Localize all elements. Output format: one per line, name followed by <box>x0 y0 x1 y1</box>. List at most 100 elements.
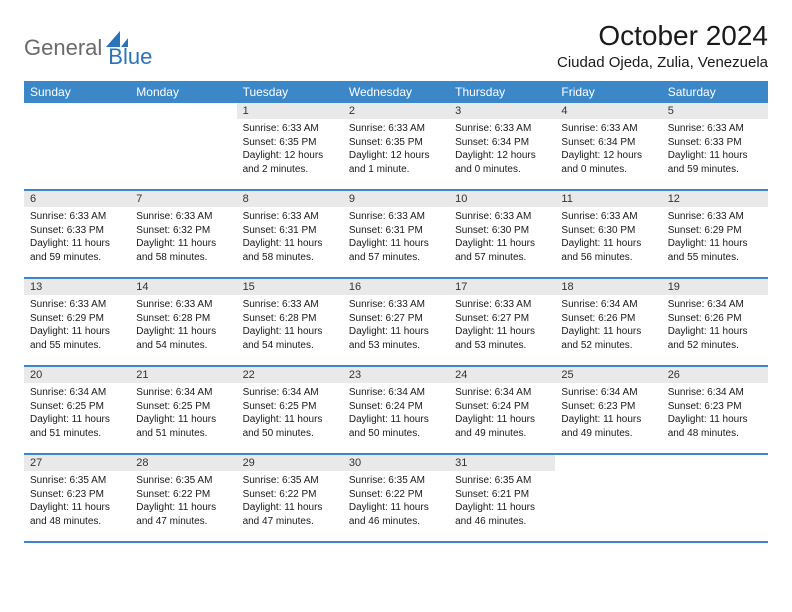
month-title: October 2024 <box>557 20 768 52</box>
day-body: Sunrise: 6:34 AMSunset: 6:25 PMDaylight:… <box>130 383 236 446</box>
day-cell: 20Sunrise: 6:34 AMSunset: 6:25 PMDayligh… <box>24 367 130 453</box>
sunrise-text: Sunrise: 6:34 AM <box>349 386 443 400</box>
day-number: 16 <box>343 279 449 295</box>
day-body: Sunrise: 6:34 AMSunset: 6:25 PMDaylight:… <box>237 383 343 446</box>
day-body: Sunrise: 6:33 AMSunset: 6:29 PMDaylight:… <box>662 207 768 270</box>
sunrise-text: Sunrise: 6:34 AM <box>561 298 655 312</box>
daylight-text: Daylight: 12 hours and 1 minute. <box>349 149 443 176</box>
day-number: 2 <box>343 103 449 119</box>
sunrise-text: Sunrise: 6:34 AM <box>668 386 762 400</box>
day-number: 23 <box>343 367 449 383</box>
daylight-text: Daylight: 11 hours and 47 minutes. <box>136 501 230 528</box>
sunrise-text: Sunrise: 6:34 AM <box>455 386 549 400</box>
day-number: 8 <box>237 191 343 207</box>
sunset-text: Sunset: 6:22 PM <box>136 488 230 502</box>
calendar: Sunday Monday Tuesday Wednesday Thursday… <box>24 81 768 543</box>
day-number: 3 <box>449 103 555 119</box>
day-cell: 9Sunrise: 6:33 AMSunset: 6:31 PMDaylight… <box>343 191 449 277</box>
sunset-text: Sunset: 6:35 PM <box>349 136 443 150</box>
sunset-text: Sunset: 6:29 PM <box>30 312 124 326</box>
sunset-text: Sunset: 6:34 PM <box>455 136 549 150</box>
sunrise-text: Sunrise: 6:33 AM <box>455 210 549 224</box>
sunrise-text: Sunrise: 6:33 AM <box>243 210 337 224</box>
day-body: Sunrise: 6:34 AMSunset: 6:24 PMDaylight:… <box>449 383 555 446</box>
sunrise-text: Sunrise: 6:33 AM <box>136 210 230 224</box>
day-number: 15 <box>237 279 343 295</box>
day-body: Sunrise: 6:33 AMSunset: 6:35 PMDaylight:… <box>237 119 343 182</box>
daylight-text: Daylight: 11 hours and 59 minutes. <box>668 149 762 176</box>
sunset-text: Sunset: 6:35 PM <box>243 136 337 150</box>
daylight-text: Daylight: 11 hours and 59 minutes. <box>30 237 124 264</box>
day-cell: 11Sunrise: 6:33 AMSunset: 6:30 PMDayligh… <box>555 191 661 277</box>
week-row: 20Sunrise: 6:34 AMSunset: 6:25 PMDayligh… <box>24 367 768 455</box>
day-cell: 21Sunrise: 6:34 AMSunset: 6:25 PMDayligh… <box>130 367 236 453</box>
day-number: 6 <box>24 191 130 207</box>
day-headers-row: Sunday Monday Tuesday Wednesday Thursday… <box>24 81 768 103</box>
sunrise-text: Sunrise: 6:35 AM <box>30 474 124 488</box>
day-cell: 17Sunrise: 6:33 AMSunset: 6:27 PMDayligh… <box>449 279 555 365</box>
day-cell: 10 Sunrise: 6:33 AMSunset: 6:30 PMDayligh… <box>449 191 555 277</box>
sunset-text: Sunset: 6:26 PM <box>561 312 655 326</box>
daylight-text: Daylight: 11 hours and 50 minutes. <box>243 413 337 440</box>
sunset-text: Sunset: 6:21 PM <box>455 488 549 502</box>
daylight-text: Daylight: 11 hours and 49 minutes. <box>455 413 549 440</box>
day-body: Sunrise: 6:33 AMSunset: 6:29 PMDaylight:… <box>24 295 130 358</box>
sunset-text: Sunset: 6:30 PM <box>455 224 549 238</box>
header: General Blue October 2024 Ciudad Ojeda, … <box>24 20 768 71</box>
day-cell: 26Sunrise: 6:34 AMSunset: 6:23 PMDayligh… <box>662 367 768 453</box>
day-cell: 27Sunrise: 6:35 AMSunset: 6:23 PMDayligh… <box>24 455 130 541</box>
sunrise-text: Sunrise: 6:33 AM <box>30 298 124 312</box>
day-cell: 2Sunrise: 6:33 AMSunset: 6:35 PMDaylight… <box>343 103 449 189</box>
sunrise-text: Sunrise: 6:33 AM <box>30 210 124 224</box>
day-cell <box>555 455 661 541</box>
day-body: Sunrise: 6:34 AMSunset: 6:25 PMDaylight:… <box>24 383 130 446</box>
daylight-text: Daylight: 12 hours and 0 minutes. <box>561 149 655 176</box>
day-body: Sunrise: 6:33 AMSunset: 6:33 PMDaylight:… <box>662 119 768 182</box>
day-cell: 7Sunrise: 6:33 AMSunset: 6:32 PMDaylight… <box>130 191 236 277</box>
day-number: 12 <box>662 191 768 207</box>
sunset-text: Sunset: 6:29 PM <box>668 224 762 238</box>
sunrise-text: Sunrise: 6:34 AM <box>30 386 124 400</box>
day-cell: 16Sunrise: 6:33 AMSunset: 6:27 PMDayligh… <box>343 279 449 365</box>
day-cell: 30Sunrise: 6:35 AMSunset: 6:22 PMDayligh… <box>343 455 449 541</box>
day-cell: 19Sunrise: 6:34 AMSunset: 6:26 PMDayligh… <box>662 279 768 365</box>
day-body: Sunrise: 6:34 AMSunset: 6:23 PMDaylight:… <box>555 383 661 446</box>
day-cell: 31Sunrise: 6:35 AMSunset: 6:21 PMDayligh… <box>449 455 555 541</box>
day-body: Sunrise: 6:35 AMSunset: 6:22 PMDaylight:… <box>343 471 449 534</box>
day-body: Sunrise: 6:33 AMSunset: 6:27 PMDaylight:… <box>449 295 555 358</box>
sunrise-text: Sunrise: 6:33 AM <box>349 122 443 136</box>
sunrise-text: Sunrise: 6:33 AM <box>561 210 655 224</box>
day-body: Sunrise: 6:33 AMSunset: 6:34 PMDaylight:… <box>555 119 661 182</box>
day-number: 20 <box>24 367 130 383</box>
day-number: 22 <box>237 367 343 383</box>
day-number: 13 <box>24 279 130 295</box>
sunset-text: Sunset: 6:28 PM <box>136 312 230 326</box>
weeks-container: 1Sunrise: 6:33 AMSunset: 6:35 PMDaylight… <box>24 103 768 543</box>
sunset-text: Sunset: 6:31 PM <box>349 224 443 238</box>
day-number: 10 <box>449 191 555 207</box>
day-body: Sunrise: 6:34 AMSunset: 6:24 PMDaylight:… <box>343 383 449 446</box>
sunrise-text: Sunrise: 6:33 AM <box>561 122 655 136</box>
day-cell: 28Sunrise: 6:35 AMSunset: 6:22 PMDayligh… <box>130 455 236 541</box>
sunrise-text: Sunrise: 6:34 AM <box>136 386 230 400</box>
sunset-text: Sunset: 6:31 PM <box>243 224 337 238</box>
day-body: Sunrise: 6:33 AMSunset: 6:35 PMDaylight:… <box>343 119 449 182</box>
daylight-text: Daylight: 11 hours and 54 minutes. <box>136 325 230 352</box>
sunset-text: Sunset: 6:25 PM <box>136 400 230 414</box>
day-cell <box>24 103 130 189</box>
day-header: Thursday <box>449 81 555 103</box>
sunrise-text: Sunrise: 6:33 AM <box>136 298 230 312</box>
day-cell: 18Sunrise: 6:34 AMSunset: 6:26 PMDayligh… <box>555 279 661 365</box>
day-number: 19 <box>662 279 768 295</box>
sunset-text: Sunset: 6:30 PM <box>561 224 655 238</box>
day-cell: 3Sunrise: 6:33 AMSunset: 6:34 PMDaylight… <box>449 103 555 189</box>
day-body: Sunrise: 6:35 AMSunset: 6:22 PMDaylight:… <box>237 471 343 534</box>
daylight-text: Daylight: 11 hours and 57 minutes. <box>455 237 549 264</box>
day-number: 5 <box>662 103 768 119</box>
day-number: 31 <box>449 455 555 471</box>
sunrise-text: Sunrise: 6:34 AM <box>561 386 655 400</box>
sunrise-text: Sunrise: 6:33 AM <box>455 122 549 136</box>
day-body: Sunrise: 6:33 AMSunset: 6:33 PMDaylight:… <box>24 207 130 270</box>
day-body: Sunrise: 6:33 AMSunset: 6:32 PMDaylight:… <box>130 207 236 270</box>
sunset-text: Sunset: 6:27 PM <box>349 312 443 326</box>
